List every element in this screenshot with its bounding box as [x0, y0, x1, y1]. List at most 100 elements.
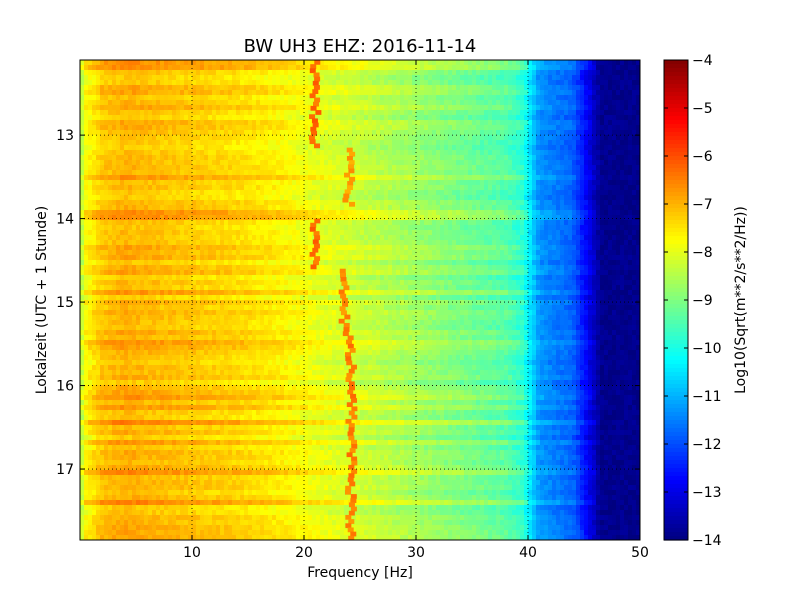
heatmap-cell: [184, 75, 189, 81]
heatmap-cell: [284, 330, 289, 336]
heatmap-cell: [280, 460, 285, 466]
heatmap-cell: [256, 260, 261, 266]
heatmap-cell: [156, 115, 161, 121]
heatmap-cell: [168, 340, 173, 346]
heatmap-cell: [232, 100, 237, 106]
heatmap-cell: [204, 170, 209, 176]
heatmap-cell: [272, 400, 277, 406]
heatmap-cell: [256, 70, 261, 76]
heatmap-cell: [256, 480, 261, 486]
heatmap-cell: [168, 315, 173, 321]
heatmap-cell: [112, 70, 117, 76]
heatmap-cell: [220, 420, 225, 426]
heatmap-cell: [172, 320, 177, 326]
heatmap-cell: [276, 390, 281, 396]
heatmap-cell: [244, 160, 249, 166]
heatmap-cell: [120, 280, 125, 286]
heatmap-cell: [276, 135, 281, 141]
heatmap-cell: [152, 285, 157, 291]
heatmap-cell: [248, 65, 253, 71]
heatmap-cell: [252, 245, 257, 251]
heatmap-cell: [88, 145, 93, 151]
heatmap-cell: [188, 235, 193, 241]
heatmap-cell: [80, 445, 85, 451]
heatmap-cell: [192, 495, 197, 501]
heatmap-cell: [232, 400, 237, 406]
heatmap-cell: [240, 355, 245, 361]
heatmap-cell: [284, 395, 289, 401]
heatmap-cell: [264, 310, 269, 316]
heatmap-cell: [196, 85, 201, 91]
heatmap-cell: [168, 235, 173, 241]
heatmap-cell: [192, 310, 197, 316]
heatmap-cell: [96, 300, 101, 306]
heatmap-cell: [104, 310, 109, 316]
heatmap-cell: [80, 380, 85, 386]
heatmap-cell: [152, 75, 157, 81]
heatmap-cell: [124, 180, 129, 186]
heatmap-cell: [112, 115, 117, 121]
heatmap-cell: [252, 150, 257, 156]
heatmap-cell: [104, 500, 109, 506]
heatmap-cell: [284, 525, 289, 531]
heatmap-cell: [264, 435, 269, 441]
heatmap-cell: [92, 160, 97, 166]
heatmap-cell: [236, 365, 241, 371]
heatmap-cell: [96, 240, 101, 246]
heatmap-cell: [132, 435, 137, 441]
heatmap-cell: [144, 395, 149, 401]
heatmap-cell: [180, 490, 185, 496]
heatmap-cell: [116, 75, 121, 81]
heatmap-cell: [216, 255, 221, 261]
heatmap-cell: [264, 305, 269, 311]
heatmap-cell: [184, 505, 189, 511]
heatmap-cell: [108, 205, 113, 211]
heatmap-cell: [240, 195, 245, 201]
heatmap-cell: [228, 120, 233, 126]
heatmap-cell: [276, 430, 281, 436]
heatmap-cell: [172, 275, 177, 281]
heatmap-cell: [208, 110, 213, 116]
heatmap-cell: [168, 270, 173, 276]
heatmap-cell: [208, 515, 213, 521]
heatmap-cell: [248, 215, 253, 221]
heatmap-cell: [248, 380, 253, 386]
heatmap-cell: [244, 520, 249, 526]
heatmap-cell: [244, 75, 249, 81]
heatmap-cell: [152, 220, 157, 226]
heatmap-cell: [244, 190, 249, 196]
heatmap-cell: [152, 375, 157, 381]
heatmap-cell: [196, 70, 201, 76]
heatmap-cell: [260, 295, 265, 301]
heatmap-cell: [164, 360, 169, 366]
heatmap-cell: [136, 430, 141, 436]
heatmap-cell: [240, 380, 245, 386]
heatmap-cell: [280, 465, 285, 471]
heatmap-cell: [160, 470, 165, 476]
heatmap-cell: [152, 425, 157, 431]
heatmap-cell: [252, 270, 257, 276]
heatmap-cell: [92, 135, 97, 141]
heatmap-cell: [180, 280, 185, 286]
heatmap-cell: [144, 140, 149, 146]
heatmap-cell: [212, 355, 217, 361]
heatmap-cell: [236, 125, 241, 131]
heatmap-cell: [220, 320, 225, 326]
heatmap-cell: [112, 390, 117, 396]
heatmap-cell: [88, 420, 93, 426]
heatmap-cell: [156, 105, 161, 111]
heatmap-cell: [80, 170, 85, 176]
heatmap-cell: [184, 90, 189, 96]
heatmap-cell: [96, 80, 101, 86]
heatmap-cells: [80, 60, 641, 541]
heatmap-cell: [212, 225, 217, 231]
heatmap-cell: [112, 200, 117, 206]
heatmap-cell: [180, 150, 185, 156]
heatmap-cell: [172, 410, 177, 416]
heatmap-cell: [200, 290, 205, 296]
heatmap-cell: [252, 280, 257, 286]
heatmap-cell: [180, 260, 185, 266]
heatmap-cell: [216, 150, 221, 156]
heatmap-cell: [148, 335, 153, 341]
heatmap-cell: [136, 85, 141, 91]
